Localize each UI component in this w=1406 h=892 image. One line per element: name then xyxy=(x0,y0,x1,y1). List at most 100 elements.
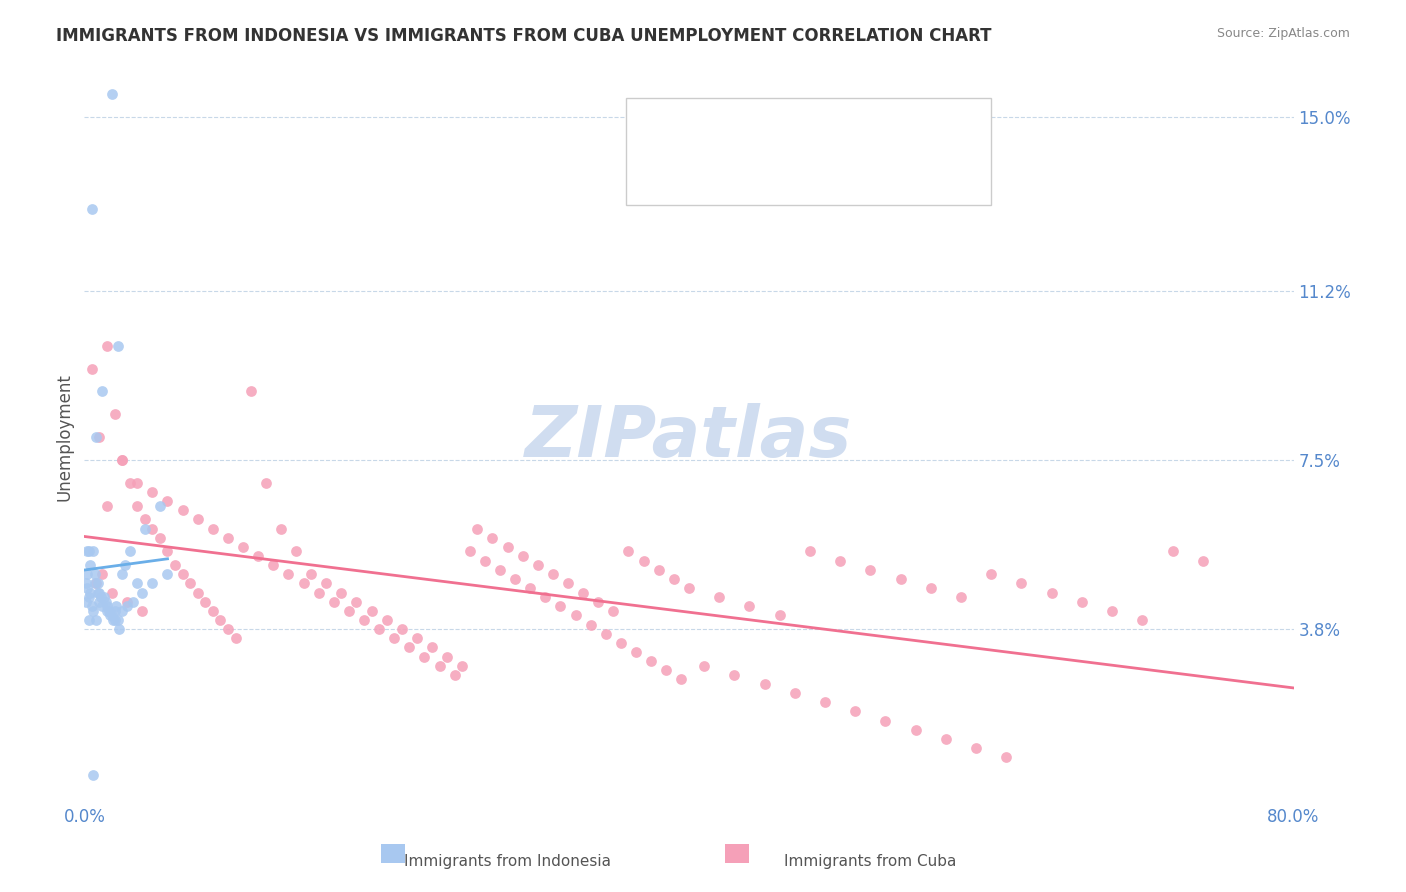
Point xyxy=(1040,585,1063,599)
Point xyxy=(79,558,101,573)
Point xyxy=(496,540,519,554)
Point xyxy=(678,581,700,595)
Point xyxy=(201,521,224,535)
Point xyxy=(217,531,239,545)
Point xyxy=(557,576,579,591)
Point xyxy=(844,705,866,719)
Point xyxy=(118,544,141,558)
Point xyxy=(624,645,647,659)
Point xyxy=(420,640,443,655)
Point xyxy=(1011,576,1033,591)
Point xyxy=(391,622,413,636)
Point xyxy=(187,585,209,599)
Point xyxy=(890,572,912,586)
Point xyxy=(662,572,685,586)
Point xyxy=(360,604,382,618)
Point xyxy=(270,521,292,535)
Point xyxy=(541,567,564,582)
Point xyxy=(172,567,194,582)
Point xyxy=(76,567,98,582)
Point xyxy=(75,576,97,591)
FancyBboxPatch shape xyxy=(725,845,749,863)
Point xyxy=(149,531,172,545)
Point xyxy=(595,626,617,640)
Point xyxy=(299,567,322,582)
Point xyxy=(217,622,239,636)
Point xyxy=(80,202,103,216)
Point xyxy=(640,654,662,668)
Point xyxy=(398,640,420,655)
Point xyxy=(87,585,110,599)
Point xyxy=(406,632,429,646)
Point xyxy=(111,453,134,467)
Point xyxy=(353,613,375,627)
Point xyxy=(77,613,100,627)
Point xyxy=(232,540,254,554)
Point xyxy=(104,613,127,627)
Point xyxy=(115,595,138,609)
Point xyxy=(96,599,118,614)
Point xyxy=(1101,604,1123,618)
Point xyxy=(79,585,101,599)
Point xyxy=(127,499,149,513)
Point xyxy=(127,475,149,490)
Point xyxy=(194,595,217,609)
Point xyxy=(693,658,716,673)
Point xyxy=(105,599,128,614)
Point xyxy=(91,567,114,582)
Point xyxy=(254,475,277,490)
Point xyxy=(84,576,107,591)
Point xyxy=(111,604,134,618)
Point xyxy=(91,599,114,614)
Point xyxy=(429,658,451,673)
Point xyxy=(156,494,179,508)
Point xyxy=(512,549,534,563)
Point xyxy=(82,544,104,558)
Point xyxy=(115,599,138,614)
Point xyxy=(617,544,640,558)
Point xyxy=(322,595,344,609)
Point xyxy=(100,87,122,102)
FancyBboxPatch shape xyxy=(381,845,405,863)
Point xyxy=(285,544,308,558)
Text: R =  -0.388   N =  123: R = -0.388 N = 123 xyxy=(689,159,873,177)
Point xyxy=(830,553,852,567)
Point xyxy=(114,558,136,573)
Point xyxy=(648,563,671,577)
Point xyxy=(709,590,731,604)
Point xyxy=(769,608,792,623)
Point xyxy=(436,649,458,664)
Point xyxy=(458,544,481,558)
Point xyxy=(292,576,315,591)
Text: Source: ZipAtlas.com: Source: ZipAtlas.com xyxy=(1216,27,1350,40)
Point xyxy=(277,567,299,582)
Point xyxy=(413,649,436,664)
Point xyxy=(519,581,541,595)
Point xyxy=(96,338,118,352)
Point xyxy=(602,604,624,618)
Point xyxy=(179,576,201,591)
Point xyxy=(671,673,693,687)
Point xyxy=(89,595,111,609)
Point xyxy=(131,585,153,599)
Point xyxy=(308,585,330,599)
Point xyxy=(1161,544,1184,558)
Point xyxy=(337,604,360,618)
Point xyxy=(550,599,572,614)
Point xyxy=(633,553,655,567)
Point xyxy=(91,384,114,399)
Text: IMMIGRANTS FROM INDONESIA VS IMMIGRANTS FROM CUBA UNEMPLOYMENT CORRELATION CHART: IMMIGRANTS FROM INDONESIA VS IMMIGRANTS … xyxy=(56,27,991,45)
Point xyxy=(315,576,337,591)
Point xyxy=(187,512,209,526)
Point xyxy=(814,695,837,709)
Point xyxy=(375,613,398,627)
Point xyxy=(165,558,187,573)
Point xyxy=(346,595,368,609)
Point xyxy=(141,521,163,535)
Point xyxy=(754,677,776,691)
Text: Immigrants from Indonesia: Immigrants from Indonesia xyxy=(404,854,612,869)
Point xyxy=(1071,595,1094,609)
Point xyxy=(489,563,512,577)
Point xyxy=(799,544,821,558)
Point xyxy=(141,576,163,591)
